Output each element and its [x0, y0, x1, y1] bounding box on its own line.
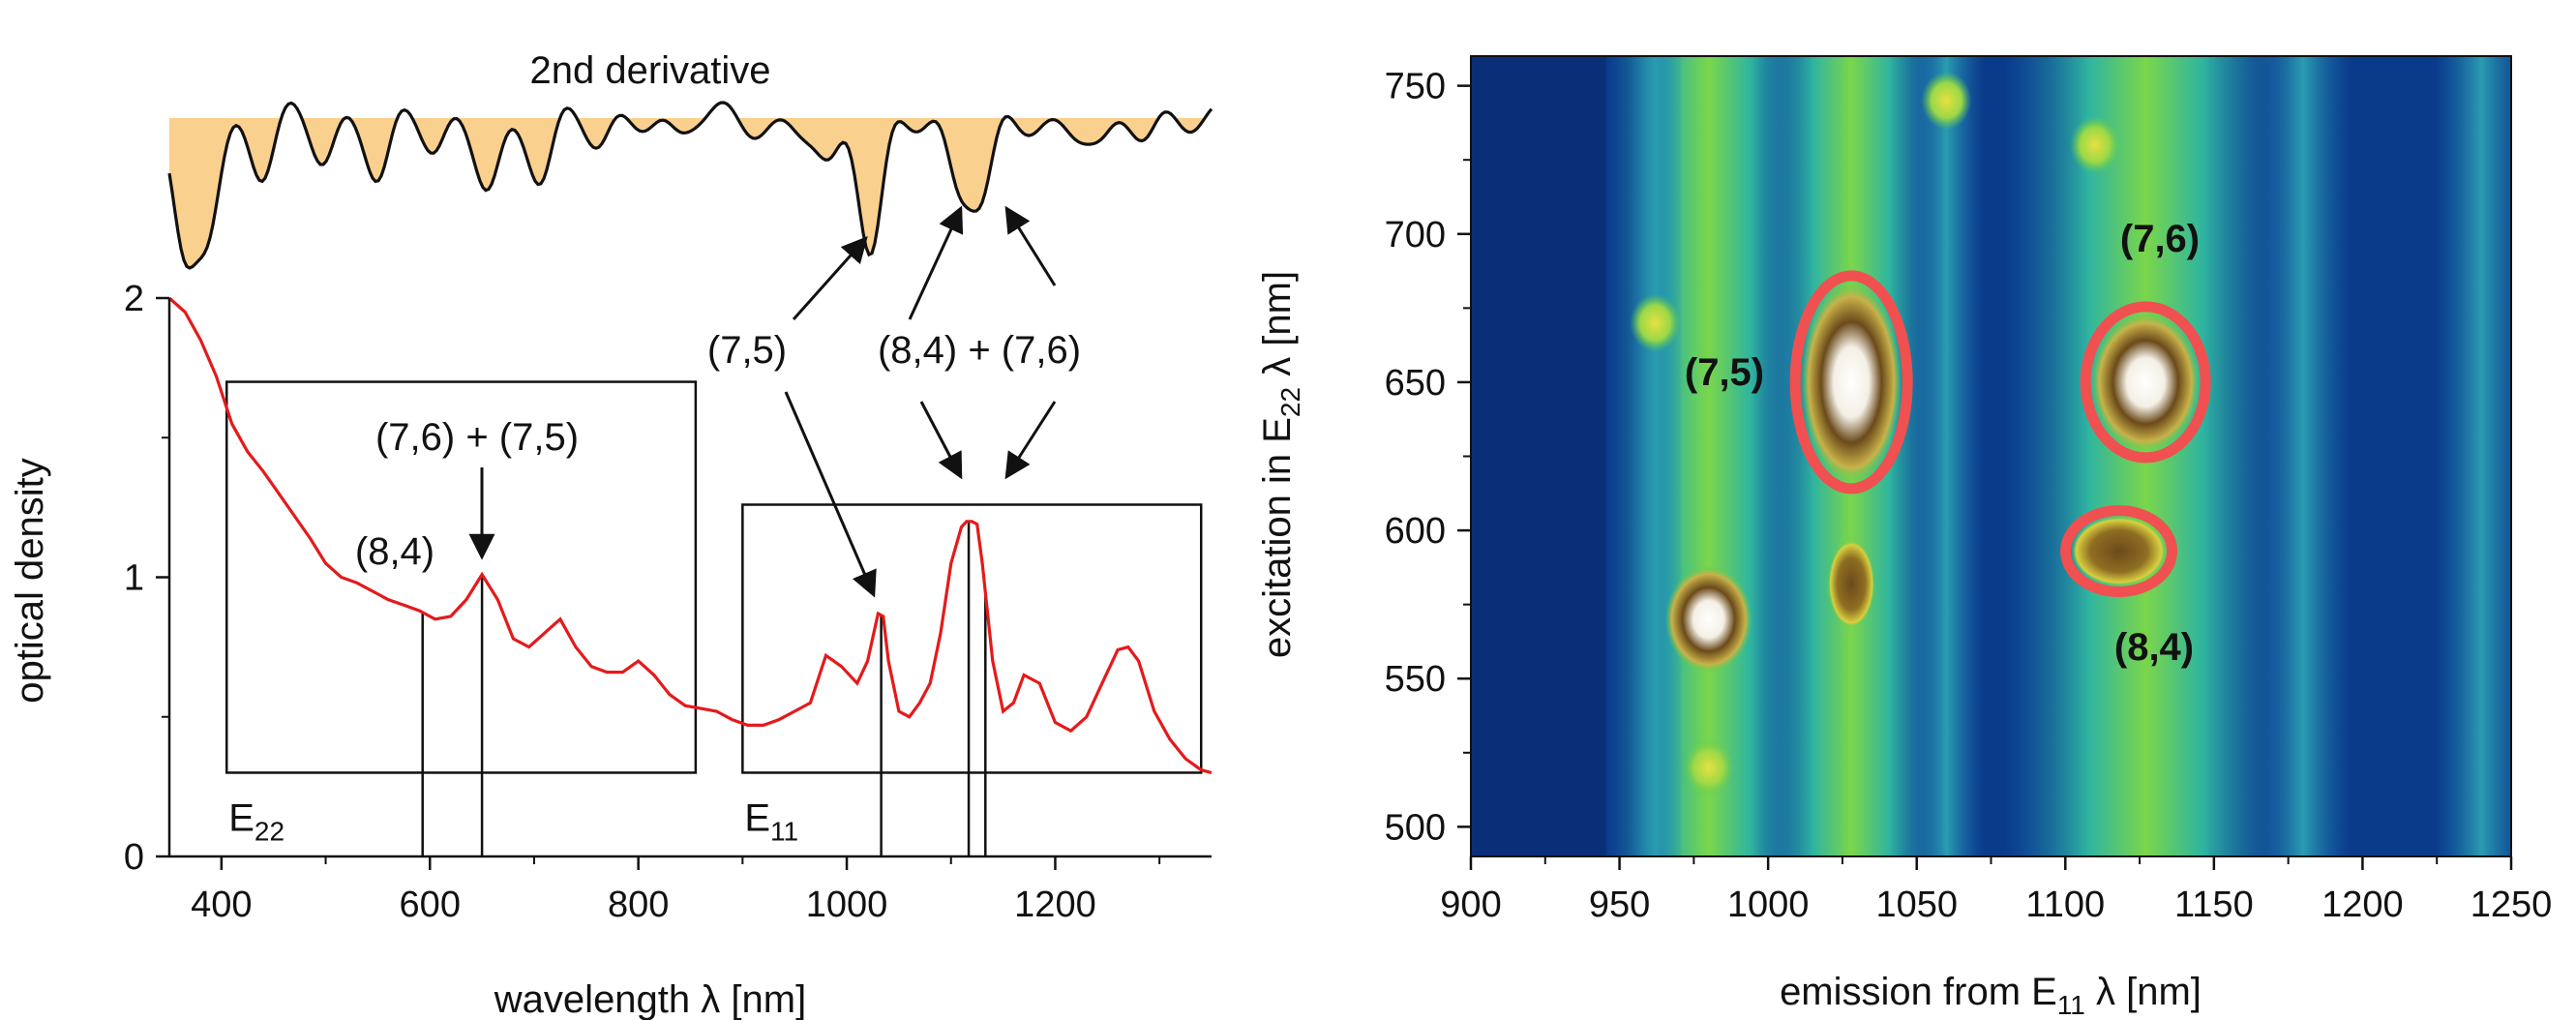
- peak-labels: (7,5) (7,6) (8,4): [1685, 218, 2200, 669]
- left-x-tick-label: 1200: [1014, 885, 1096, 925]
- right-x-tick-label: 1200: [2321, 885, 2404, 925]
- right-x-tick-label: 1050: [1875, 885, 1958, 925]
- left-y-tick-label: 1: [124, 558, 144, 599]
- box-label-11: E11: [744, 796, 798, 846]
- arrow-75-up: [792, 235, 868, 320]
- peak-label: (8,4): [2114, 626, 2194, 669]
- optical-density-line: [167, 296, 1213, 775]
- annotation-84: (8,4): [355, 530, 434, 573]
- arrow-84-up: [908, 205, 964, 320]
- right-x-tick-label: 900: [1440, 885, 1501, 925]
- right-y-tick-label: 650: [1385, 363, 1446, 404]
- left-y-tick-label: 0: [124, 837, 144, 878]
- right-x-tick-label: 1150: [2174, 885, 2254, 925]
- annotation-75: (7,5): [707, 329, 787, 372]
- peak-circle: [2060, 505, 2178, 598]
- right-x-tick-label: 1100: [2025, 885, 2105, 925]
- left-x-tick-label: 600: [400, 885, 461, 925]
- pl-map-panel: 900 950 1000 1050 1100 1150 1200 1250 500 550 600 6…: [1256, 55, 2553, 1020]
- right-y-title-tail: λ [nm]: [1256, 271, 1299, 387]
- peak-marker-lines: [421, 521, 987, 856]
- annotation-84-76: (8,4) + (7,6): [878, 329, 1081, 372]
- second-derivative-line: [167, 101, 1213, 270]
- peak-fill: [2071, 516, 2167, 586]
- transition-box-22: [225, 380, 698, 774]
- emission-peaks: [1789, 270, 2211, 598]
- right-x-tick-label: 1000: [1727, 885, 1810, 925]
- right-axes: 900 950 1000 1050 1100 1150 1200 1250 500 550 600 6…: [1385, 55, 2553, 925]
- peak-circle: [2080, 301, 2211, 464]
- emission-band: [1626, 56, 1684, 856]
- right-y-tick-label: 550: [1385, 659, 1446, 700]
- right-x-axis-title: emission from E11 λ [nm]: [1780, 971, 2202, 1020]
- transition-box-11: [741, 503, 1203, 774]
- right-y-axis-title: excitation in E22 λ [nm]: [1256, 271, 1305, 658]
- right-x-tick-label: 1250: [2471, 885, 2553, 925]
- right-x-title-main: emission from E: [1780, 971, 2057, 1013]
- transition-boxes: E22 E11: [225, 380, 1203, 846]
- arrow-75-down: [784, 391, 877, 598]
- arrow-84-down: [919, 401, 963, 480]
- emission-spot: [2070, 115, 2120, 174]
- absorption-spectrum-panel: 2nd derivative E22 E11 400 600 800 1000 1200 0…: [9, 49, 1213, 1020]
- right-y-tick-label: 750: [1385, 67, 1446, 107]
- emission-spot-bright: [1664, 565, 1752, 673]
- left-x-tick-label: 400: [191, 885, 252, 925]
- right-y-title-main: excitation in E: [1256, 417, 1299, 658]
- left-y-tick-label: 2: [124, 279, 144, 319]
- right-x-title-sub: 11: [2057, 990, 2085, 1020]
- left-x-tick-label: 1000: [806, 885, 888, 925]
- right-y-tick-label: 600: [1385, 511, 1446, 552]
- left-x-tick-label: 800: [608, 885, 669, 925]
- emission-spot: [1921, 71, 1972, 130]
- emission-spot-brown: [1828, 540, 1875, 628]
- second-derivative-label: 2nd derivative: [529, 49, 770, 92]
- emission-band: [2255, 56, 2351, 856]
- peak-label: (7,5): [1685, 351, 1764, 394]
- right-y-tick-label: 500: [1385, 807, 1446, 848]
- left-axes: 400 600 800 1000 1200 0 1 2: [124, 279, 1212, 925]
- left-x-axis-title: wavelength λ [nm]: [494, 978, 806, 1020]
- emission-spot: [1683, 738, 1734, 797]
- emission-spot: [1630, 293, 1681, 352]
- peak-label: (7,6): [2120, 218, 2200, 260]
- second-derivative-fill: [169, 118, 1212, 268]
- right-y-tick-label: 700: [1385, 215, 1446, 255]
- annotation-76-75: (7,6) + (7,5): [375, 416, 579, 459]
- emission-spots: [1630, 71, 2120, 797]
- arrow-76-up: [1004, 205, 1057, 286]
- right-y-title-sub: 22: [1275, 387, 1305, 417]
- annotation-arrows: [468, 205, 1057, 598]
- arrow-76-down: [1004, 401, 1057, 480]
- emission-band: [1908, 56, 1985, 856]
- peak-circle: [1789, 270, 1913, 495]
- emission-bands: [1603, 56, 2511, 856]
- emission-band: [2434, 56, 2511, 856]
- peak-fill: [2091, 312, 2201, 452]
- right-x-tick-label: 950: [1589, 885, 1650, 925]
- left-y-axis-title: optical density: [9, 458, 51, 703]
- right-x-title-tail: λ [nm]: [2085, 971, 2202, 1013]
- box-label-22: E22: [228, 796, 285, 846]
- peak-fill: [1801, 281, 1902, 483]
- heatmap-left-edge: [1471, 56, 1606, 856]
- second-derivative-inset: 2nd derivative: [167, 49, 1213, 270]
